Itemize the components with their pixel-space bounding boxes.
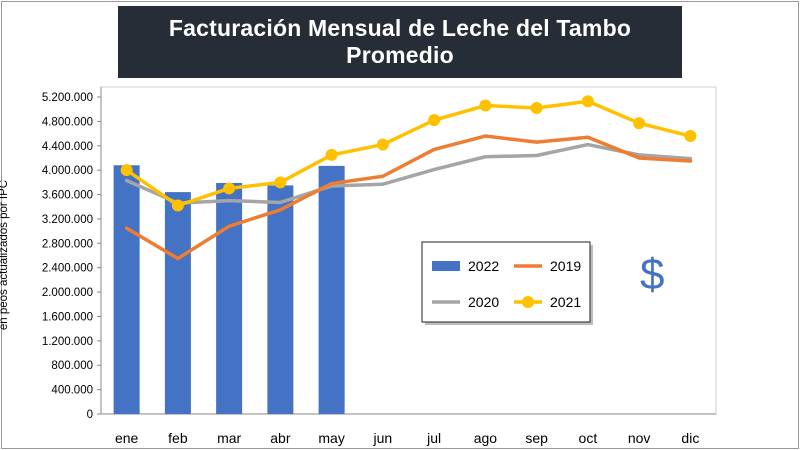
- y-tick-label: 2.800.000: [42, 238, 93, 250]
- point-2021: [581, 95, 594, 108]
- subtitle-dash-left: -: [273, 75, 279, 94]
- point-2021: [633, 117, 646, 130]
- line-series-2019: [124, 134, 693, 261]
- y-tick-label: 4.800.000: [42, 116, 93, 128]
- x-tick-label: sep: [525, 430, 548, 446]
- point-2021: [428, 114, 441, 127]
- y-tick-label: 2.000.000: [42, 287, 93, 299]
- point-2021: [684, 130, 697, 143]
- chart-title: Facturación Mensual de Leche del Tambo P…: [168, 15, 632, 68]
- title-banner: Facturación Mensual de Leche del Tambo P…: [118, 6, 682, 94]
- legend-label-2020: 2020: [468, 294, 499, 310]
- chart-subtitle-text: sin IVA y en moneda constante: [283, 75, 517, 94]
- chart-subtitle: - sin IVA y en moneda constante -: [118, 75, 682, 95]
- x-tick-label: feb: [168, 430, 188, 446]
- y-tick-label: 1.600.000: [42, 311, 93, 323]
- y-tick-label: 5.200.000: [42, 92, 93, 104]
- y-tick-label: 3.600.000: [42, 190, 93, 202]
- x-tick-label: abr: [270, 430, 291, 446]
- point-2021: [479, 99, 492, 112]
- legend-marker-2021: [522, 296, 534, 308]
- subtitle-dash-right: -: [521, 75, 527, 94]
- x-tick-label: jul: [426, 430, 441, 446]
- point-2021: [223, 182, 236, 195]
- legend-swatch-2022: [432, 261, 460, 271]
- bar-2022: [216, 182, 243, 414]
- point-2021: [274, 176, 287, 189]
- y-tick-label: 4.400.000: [42, 141, 93, 153]
- x-tick-label: oct: [579, 430, 598, 446]
- bar-2022: [164, 192, 191, 414]
- legend-label-2021: 2021: [550, 294, 581, 310]
- point-2021: [325, 148, 338, 161]
- x-tick-label: jun: [373, 430, 393, 446]
- legend-label-2019: 2019: [550, 258, 581, 274]
- point-2021: [530, 101, 543, 114]
- line-series-2021: [124, 99, 693, 208]
- x-tick-label: may: [318, 430, 344, 446]
- x-tick-label: mar: [217, 430, 241, 446]
- line-series-2020: [124, 142, 693, 205]
- y-tick-label: 2.400.000: [42, 263, 93, 275]
- x-tick-label: ene: [115, 430, 139, 446]
- y-tick-label: 1.200.000: [42, 336, 93, 348]
- y-tick-label: 400.000: [51, 385, 93, 397]
- bar-2022: [318, 165, 345, 414]
- dollar-icon: $: [640, 250, 665, 299]
- bar-2022: [113, 165, 140, 414]
- x-tick-label: nov: [628, 430, 651, 446]
- point-2021: [376, 138, 389, 151]
- point-2021: [171, 199, 184, 212]
- bar-2022: [267, 185, 294, 414]
- y-tick-label: 3.200.000: [42, 214, 93, 226]
- y-tick-label: 0: [87, 409, 93, 421]
- y-tick-label: 4.000.000: [42, 165, 93, 177]
- point-2021: [120, 164, 133, 177]
- y-tick-label: 800.000: [51, 360, 93, 372]
- x-tick-label: dic: [681, 430, 699, 446]
- legend-label-2022: 2022: [468, 258, 499, 274]
- x-tick-label: ago: [474, 430, 498, 446]
- legend-box: [421, 241, 591, 323]
